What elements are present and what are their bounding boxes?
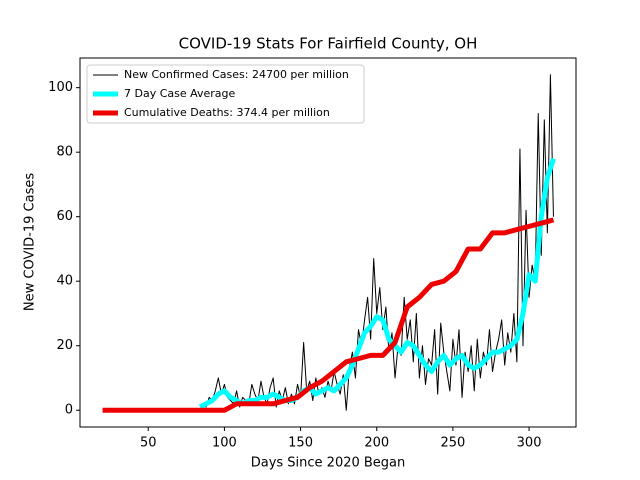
x-tick-label: 50 bbox=[140, 436, 157, 451]
plot-frame bbox=[79, 57, 577, 428]
y-tick-label: 80 bbox=[56, 145, 73, 160]
y-tick-label: 0 bbox=[65, 403, 73, 418]
y-tick-label: 20 bbox=[56, 338, 73, 353]
x-tick-label: 250 bbox=[440, 436, 465, 451]
x-tick-label: 150 bbox=[288, 436, 313, 451]
chart-title: COVID-19 Stats For Fairfield County, OH bbox=[179, 35, 478, 53]
x-tick-label: 100 bbox=[212, 436, 237, 451]
x-tick-label: 200 bbox=[364, 436, 389, 451]
data-line bbox=[199, 74, 554, 411]
x-tick-label: 300 bbox=[517, 436, 542, 451]
y-tick-label: 100 bbox=[48, 80, 73, 95]
legend-label: New Confirmed Cases: 24700 per million bbox=[124, 68, 349, 81]
legend-label: Cumulative Deaths: 374.4 per million bbox=[124, 106, 330, 119]
x-axis-label: Days Since 2020 Began bbox=[251, 456, 406, 471]
y-axis-label: New COVID-19 Cases bbox=[23, 173, 38, 311]
data-line bbox=[198, 157, 556, 410]
data-line bbox=[102, 217, 555, 413]
legend-box bbox=[86, 64, 365, 124]
legend-label: 7 Day Case Average bbox=[124, 87, 236, 100]
y-tick-label: 40 bbox=[56, 274, 73, 289]
y-tick-label: 60 bbox=[56, 209, 73, 224]
